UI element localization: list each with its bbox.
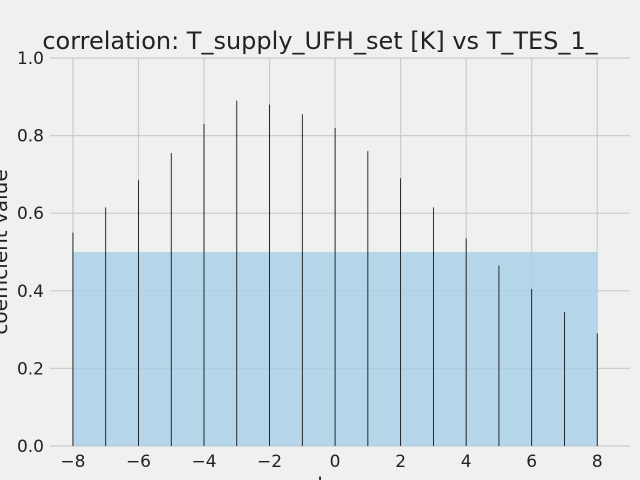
x-tick-label: 8	[592, 452, 603, 472]
y-tick-label: 0.6	[17, 204, 44, 224]
x-tick-label: −2	[257, 452, 282, 472]
chart-title: correlation: T_supply_UFH_set [K] vs T_T…	[42, 27, 598, 55]
stem-layer	[72, 100, 598, 446]
x-axis-label: l	[317, 473, 323, 480]
x-tick-label: 6	[526, 452, 537, 472]
y-tick-label: 0.8	[17, 127, 44, 147]
x-tick-label: −4	[191, 452, 216, 472]
y-tick-label: 0.2	[17, 359, 44, 379]
x-tick-label: 2	[395, 452, 406, 472]
x-tick-label: −6	[126, 452, 151, 472]
y-tick-label: 0.0	[17, 437, 44, 457]
y-tick-label: 1.0	[17, 49, 44, 69]
x-tick-label: −8	[60, 452, 85, 472]
y-tick-label: 0.4	[17, 282, 44, 302]
y-axis-label: coefficient value	[0, 169, 12, 334]
tick-layer: −8 −6 −4 −2 0 2 4 6 8 0.0 0.2 0.4 0.6 0.8 1.0	[17, 49, 603, 472]
x-tick-label: 0	[330, 452, 341, 472]
x-tick-label: 4	[461, 452, 472, 472]
